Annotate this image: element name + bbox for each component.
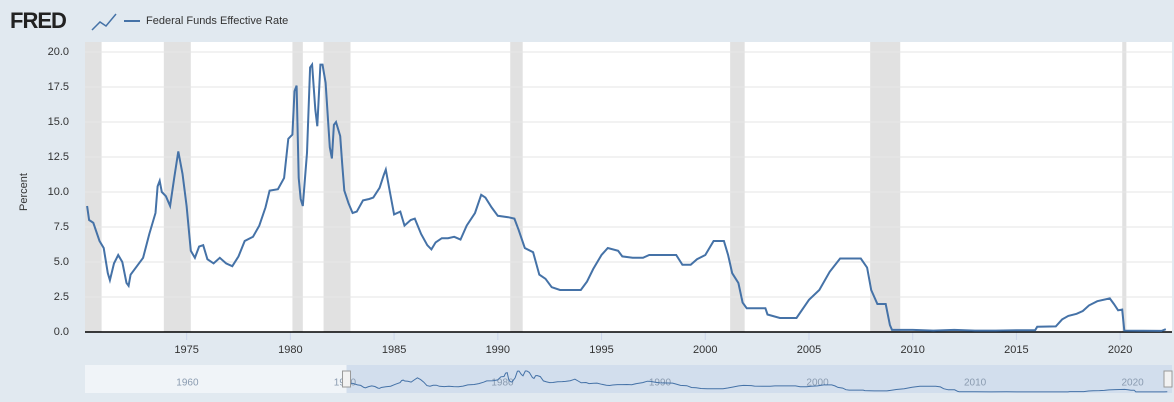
navigator-label: 2010 bbox=[964, 378, 987, 389]
x-tick-label: 2000 bbox=[693, 344, 717, 356]
navigator-label: 2000 bbox=[806, 378, 829, 389]
logo-icon bbox=[91, 13, 117, 31]
y-tick-label: 7.5 bbox=[54, 221, 69, 233]
logo: FRED bbox=[10, 8, 66, 33]
y-tick-label: 20.0 bbox=[48, 46, 69, 58]
legend-label[interactable]: Federal Funds Effective Rate bbox=[146, 15, 288, 27]
navigator-line bbox=[347, 370, 1168, 393]
navigator-label: 1980 bbox=[491, 378, 514, 389]
y-tick-label: 0.0 bbox=[54, 326, 69, 338]
navigator-selection bbox=[346, 365, 1172, 393]
x-tick-label: 2015 bbox=[1004, 344, 1028, 356]
recession-band bbox=[323, 42, 351, 332]
series-line bbox=[86, 61, 1167, 332]
navigator-label: 1960 bbox=[176, 378, 199, 389]
plot-area bbox=[85, 42, 1172, 332]
x-tick-label: 1995 bbox=[589, 344, 613, 356]
recession-band bbox=[163, 42, 191, 332]
recession-band bbox=[1122, 42, 1127, 332]
x-tick-label: 2010 bbox=[900, 344, 924, 356]
y-axis-label: Percent bbox=[18, 173, 30, 211]
navigator-handle[interactable] bbox=[342, 370, 352, 388]
x-tick-label: 1985 bbox=[382, 344, 406, 356]
x-tick-label: 2005 bbox=[797, 344, 821, 356]
recession-band bbox=[730, 42, 745, 332]
recession-band bbox=[85, 42, 102, 332]
y-tick-label: 2.5 bbox=[54, 291, 69, 303]
y-tick-label: 17.5 bbox=[48, 81, 69, 93]
recession-band bbox=[292, 42, 303, 332]
recession-band bbox=[870, 42, 901, 332]
y-tick-label: 15.0 bbox=[48, 116, 69, 128]
x-tick-label: 1980 bbox=[278, 344, 302, 356]
navigator-handle[interactable] bbox=[1163, 370, 1173, 388]
x-tick-label: 1975 bbox=[174, 344, 198, 356]
x-tick-label: 2020 bbox=[1108, 344, 1132, 356]
recession-band bbox=[510, 42, 523, 332]
x-tick-label: 1990 bbox=[486, 344, 510, 356]
y-tick-label: 5.0 bbox=[54, 256, 69, 268]
y-tick-label: 10.0 bbox=[48, 186, 69, 198]
navigator-label: 2020 bbox=[1121, 378, 1144, 389]
y-tick-label: 12.5 bbox=[48, 151, 69, 163]
